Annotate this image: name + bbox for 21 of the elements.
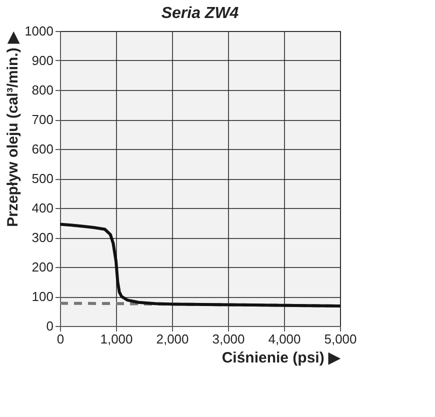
y-tick-label: 900 <box>32 53 54 68</box>
y-tick-label: 100 <box>32 289 54 304</box>
y-tick-label: 500 <box>32 171 54 186</box>
x-tick-label: 1,000 <box>100 332 133 346</box>
y-tick-label: 700 <box>32 112 54 127</box>
y-tick-label: 1000 <box>24 24 54 38</box>
x-axis-title: Ciśnienie (psi) ▶ <box>222 350 342 366</box>
x-tick-label: 5,000 <box>324 332 357 346</box>
y-tick-label: 400 <box>32 200 54 216</box>
x-tick-label: 4,000 <box>268 332 301 346</box>
chart-title: Seria ZW4 <box>161 5 239 22</box>
y-axis-title: Przepływ oleju (cal³/min.) ▶ <box>4 30 22 227</box>
y-tick-label: 600 <box>32 142 54 156</box>
y-tick-label: 800 <box>32 82 54 98</box>
y-tick-label: 0 <box>46 318 54 334</box>
x-tick-label: 3,000 <box>212 332 245 346</box>
y-tick-label: 200 <box>32 260 54 274</box>
line-series <box>60 222 340 308</box>
x-tick-label: 0 <box>56 332 64 346</box>
y-tick-label: 300 <box>32 230 54 245</box>
x-tick-label: 2,000 <box>156 332 189 346</box>
